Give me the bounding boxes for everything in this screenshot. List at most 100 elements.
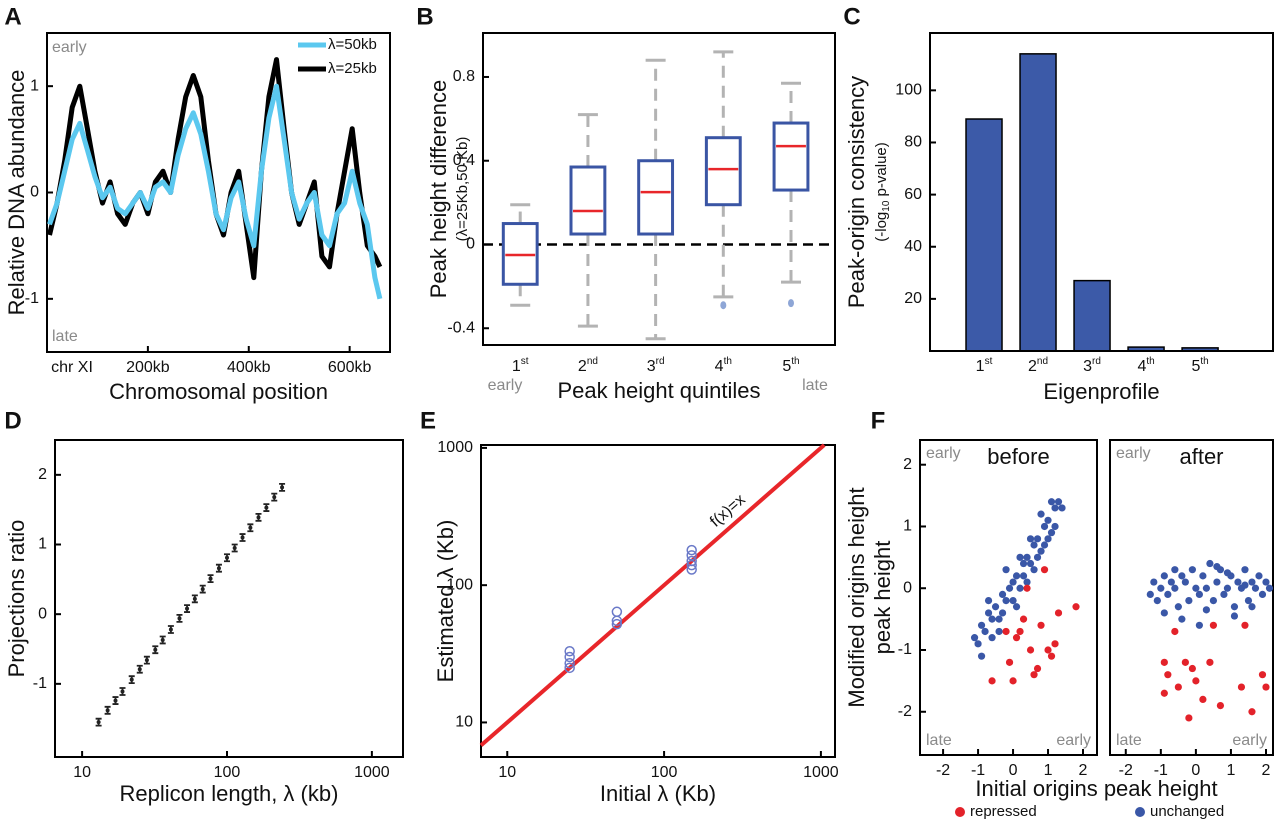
x-tick-label: -1 xyxy=(1154,762,1168,779)
point xyxy=(988,615,996,623)
point xyxy=(988,634,996,642)
point xyxy=(1167,578,1175,586)
point xyxy=(1178,572,1186,580)
point xyxy=(1223,569,1232,577)
x-axis-label: Initial λ (Kb) xyxy=(600,781,716,806)
y-tick-label: 0 xyxy=(903,579,912,596)
point xyxy=(984,596,993,605)
annotation: chr XI xyxy=(51,359,93,376)
y-tick-label: 1 xyxy=(38,536,47,553)
y-tick-label: 2 xyxy=(38,466,47,483)
point xyxy=(1002,627,1010,636)
point xyxy=(264,505,269,510)
point xyxy=(1230,612,1239,620)
point xyxy=(1037,510,1045,518)
point xyxy=(1047,529,1056,537)
point xyxy=(1040,566,1049,574)
panel-letter: F xyxy=(871,407,886,434)
y-tick-label: 0 xyxy=(466,236,475,253)
point xyxy=(1040,541,1049,549)
y-axis-label: Peak height difference xyxy=(426,80,451,299)
y-tick-label: 0 xyxy=(38,605,47,622)
point xyxy=(1199,572,1207,580)
panel-letter: A xyxy=(4,3,21,30)
x-tick-label: 1000 xyxy=(354,764,390,781)
subplot-title: after xyxy=(1179,444,1223,469)
point xyxy=(998,609,1007,617)
point xyxy=(1153,596,1161,605)
point xyxy=(1209,596,1218,605)
point xyxy=(1160,572,1168,580)
point xyxy=(1002,566,1010,574)
point xyxy=(611,618,623,630)
reference-label: f(x)=x xyxy=(707,491,749,530)
y-tick-label: 0.8 xyxy=(453,68,475,85)
point xyxy=(113,698,118,703)
point xyxy=(1047,652,1056,660)
point xyxy=(144,658,149,663)
y-tick-label: 1 xyxy=(903,518,912,535)
point xyxy=(1174,603,1182,611)
x-tick-label: 0 xyxy=(1191,762,1200,779)
point xyxy=(1216,701,1225,710)
point xyxy=(1262,578,1270,586)
point xyxy=(105,708,110,713)
point xyxy=(981,627,989,636)
point xyxy=(232,545,237,550)
point xyxy=(1030,671,1038,679)
legend-swatch xyxy=(1135,807,1145,817)
y-tick-label: -1 xyxy=(33,675,47,692)
point xyxy=(216,566,221,571)
box xyxy=(637,159,675,236)
x-tick-label: 10 xyxy=(498,764,516,781)
x-tick-label: 3rd xyxy=(647,356,665,376)
point xyxy=(1044,646,1052,654)
bar xyxy=(1019,53,1057,352)
point xyxy=(1033,553,1042,561)
x-tick-label: 1st xyxy=(976,356,993,376)
point xyxy=(1030,566,1038,574)
subplot-title: before xyxy=(987,444,1049,469)
point xyxy=(1213,563,1221,571)
point xyxy=(1178,615,1186,623)
annotation: late xyxy=(802,377,828,394)
legend-swatch xyxy=(955,807,965,817)
point xyxy=(1033,535,1042,543)
point xyxy=(1012,603,1021,611)
point xyxy=(1019,572,1028,580)
x-axis-label: Replicon length, λ (kb) xyxy=(120,781,339,806)
panel-letter: E xyxy=(420,407,436,434)
point xyxy=(1023,578,1031,586)
point xyxy=(611,606,623,618)
y-axis-label: peak height xyxy=(870,541,895,655)
annotation: early xyxy=(1116,445,1151,462)
x-tick-label: 10 xyxy=(73,764,91,781)
point xyxy=(998,590,1007,599)
point xyxy=(1185,714,1193,722)
annotation: early xyxy=(488,377,523,394)
point xyxy=(1241,566,1249,574)
point xyxy=(686,555,697,567)
point xyxy=(1016,584,1024,592)
x-axis-label: Chromosomal position xyxy=(109,379,328,404)
panel-letter: C xyxy=(843,3,860,30)
point xyxy=(1174,683,1182,691)
x-tick-label: 1 xyxy=(1044,762,1053,779)
legend-label: λ=50kb xyxy=(328,36,377,53)
point xyxy=(1237,683,1246,691)
point xyxy=(564,657,575,669)
point xyxy=(1160,658,1168,666)
axes-frame xyxy=(480,444,836,758)
x-tick-label: 100 xyxy=(214,764,241,781)
annotation: late xyxy=(1116,732,1142,749)
y-tick-label: -1 xyxy=(898,641,912,658)
point xyxy=(564,651,575,663)
x-axis-label: Eigenprofile xyxy=(1043,379,1159,404)
point xyxy=(1185,596,1193,605)
box xyxy=(772,121,810,192)
point xyxy=(1188,664,1196,673)
annotation: early xyxy=(1232,732,1267,749)
point xyxy=(1023,584,1031,592)
point xyxy=(1202,606,1210,614)
